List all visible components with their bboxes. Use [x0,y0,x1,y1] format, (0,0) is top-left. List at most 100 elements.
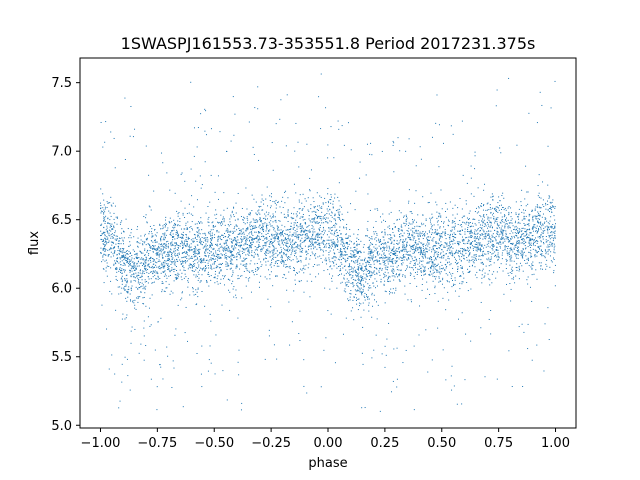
data-point [497,202,499,204]
data-point [455,234,457,236]
data-point [145,145,147,147]
data-point [333,232,335,234]
data-point [144,261,146,263]
data-point [258,244,260,246]
data-point [316,248,318,250]
data-point [145,267,147,269]
data-point [254,246,256,248]
data-point [520,231,522,233]
data-point [334,233,336,234]
data-point [218,248,220,250]
data-point [306,254,308,256]
data-point [372,282,374,284]
data-point [108,232,110,234]
data-point [501,195,503,197]
data-point [518,267,520,269]
data-point [536,122,538,124]
data-point [342,244,344,246]
data-point [239,246,241,248]
data-point [324,230,326,232]
data-point [504,240,506,242]
data-point [138,352,140,354]
data-point [225,265,227,267]
data-point [394,226,396,228]
data-point [169,260,171,262]
data-point [287,215,289,217]
data-point [112,202,114,204]
data-point [499,147,501,149]
data-point [206,267,208,269]
data-point [527,191,529,193]
data-point [105,239,107,241]
data-point [467,224,469,226]
data-point [469,236,471,238]
data-point [538,262,540,264]
data-point [190,81,192,83]
data-point [309,189,311,191]
data-point [189,263,191,265]
data-point [187,260,189,262]
data-point [179,218,181,220]
data-point [278,220,280,222]
data-point [133,258,135,260]
data-point [445,231,447,233]
data-point [484,376,486,378]
data-point [284,242,286,244]
data-point [426,243,428,245]
data-point [470,225,472,227]
data-point [231,241,233,243]
data-point [368,310,370,312]
data-point [468,254,470,256]
data-point [480,301,482,303]
data-point [150,271,152,273]
data-point [479,269,481,271]
data-point [481,253,483,255]
data-point [543,370,545,372]
data-point [276,263,278,265]
data-point [467,218,469,220]
data-point [331,241,333,243]
data-point [248,233,250,235]
data-point [442,279,444,281]
data-point [168,259,169,261]
data-point [348,281,350,283]
data-point [188,237,190,239]
data-point [276,358,278,360]
data-point [286,94,288,96]
data-point [469,253,471,255]
data-point [299,234,301,236]
data-point [272,285,274,287]
data-point [132,276,134,278]
data-point [525,224,527,226]
data-point [167,227,169,229]
data-point [528,112,530,114]
data-point [491,214,493,216]
data-point [440,245,442,247]
data-point [423,274,425,276]
data-point [242,219,244,221]
data-point [119,249,121,251]
data-point [421,284,423,286]
data-point [293,267,295,269]
data-point [274,262,276,264]
data-point [495,105,497,107]
data-point [415,190,417,192]
data-point [201,345,203,347]
data-point [361,265,363,267]
data-point [552,232,554,234]
data-point [187,340,189,342]
data-point [321,211,323,213]
data-point [131,266,133,268]
data-point [548,249,550,251]
data-point [282,196,284,198]
data-point [450,273,452,275]
data-point [379,257,381,259]
data-point [250,237,252,239]
data-point [204,245,206,247]
data-point [303,231,305,233]
data-point [131,285,133,287]
data-point [554,227,556,229]
data-point [420,250,422,252]
data-point [437,251,439,253]
data-point [518,251,520,253]
